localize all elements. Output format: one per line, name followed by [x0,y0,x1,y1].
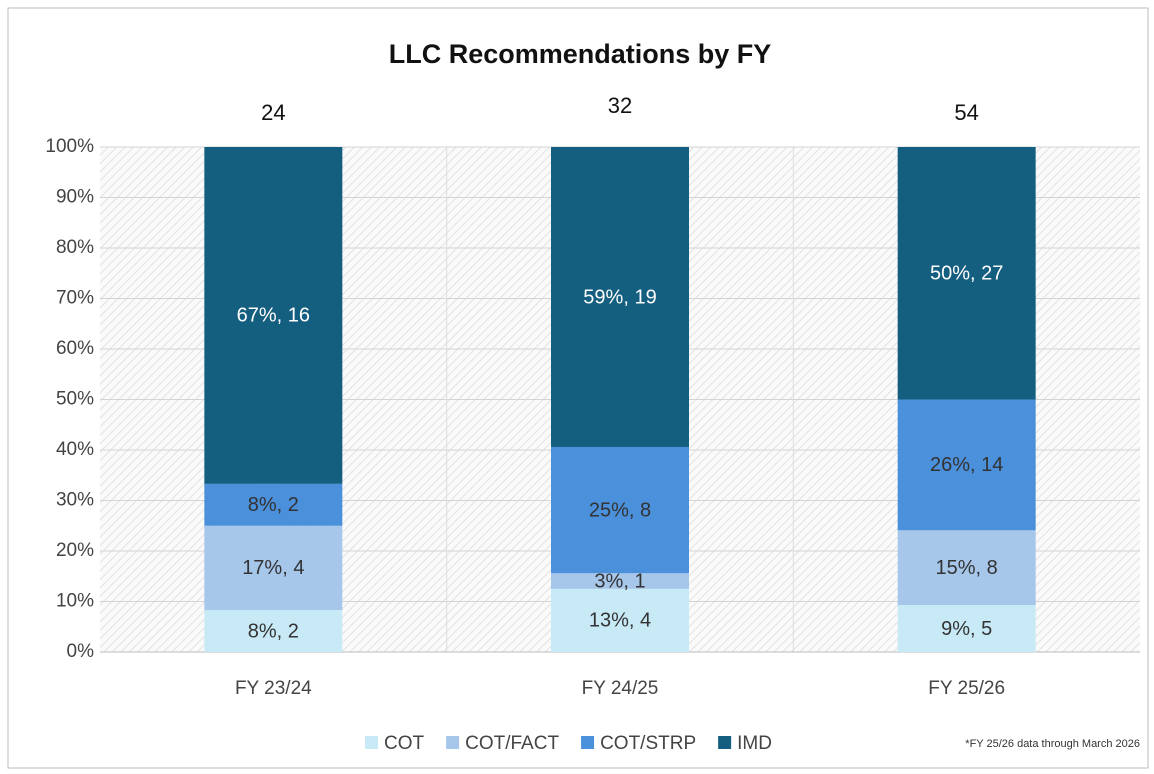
y-tick-label: 20% [56,540,94,561]
bar-segment [897,147,1036,400]
bar-segment [551,573,689,589]
y-tick-label: 50% [56,389,94,410]
legend-label: COT/FACT [465,733,559,754]
legend-swatch [718,736,732,749]
bar-segment [897,399,1036,531]
data-label: 26%, 14 [930,454,1003,476]
bar-segment [204,483,343,526]
legend-label: COT [384,733,425,754]
bar-segment [897,605,1036,652]
x-tick-label: FY 25/26 [928,678,1005,699]
bar-segment [204,610,343,652]
legend-label: IMD [737,733,772,754]
bar-segment [897,530,1036,606]
y-tick-label: 70% [56,288,94,309]
y-tick-label: 10% [56,591,94,612]
footnote: *FY 25/26 data through March 2026 [965,738,1140,750]
data-label: 3%, 1 [594,570,645,592]
data-label: 67%, 16 [237,305,310,327]
data-label: 9%, 5 [941,618,992,640]
y-tick-label: 80% [56,237,94,258]
bar-segment [551,446,689,574]
y-tick-label: 0% [67,641,95,662]
total-label: 32 [608,93,632,118]
data-label: 59%, 19 [583,286,656,308]
y-tick-label: 60% [56,338,94,359]
bar-segment [551,147,689,447]
x-tick-label: FY 23/24 [235,678,312,699]
y-tick-label: 90% [56,187,94,208]
bar-segment [204,525,343,611]
data-label: 8%, 2 [248,494,299,516]
legend-swatch [581,736,595,749]
y-tick-label: 100% [45,136,94,157]
x-tick-label: FY 24/25 [582,678,659,699]
total-label: 24 [261,100,285,125]
y-tick-label: 30% [56,490,94,511]
legend-label: COT/STRP [600,733,696,754]
chart-title: LLC Recommendations by FY [389,39,772,69]
bar-segment [204,147,343,484]
y-tick-label: 40% [56,439,94,460]
data-label: 15%, 8 [936,557,998,579]
bar-segment [551,588,689,652]
data-label: 17%, 4 [242,557,304,579]
total-label: 54 [954,100,978,125]
data-label: 50%, 27 [930,263,1003,285]
data-label: 25%, 8 [589,499,651,521]
data-label: 8%, 2 [248,620,299,642]
legend-swatch [446,736,460,749]
legend-swatch [365,736,378,749]
data-label: 13%, 4 [589,610,651,632]
